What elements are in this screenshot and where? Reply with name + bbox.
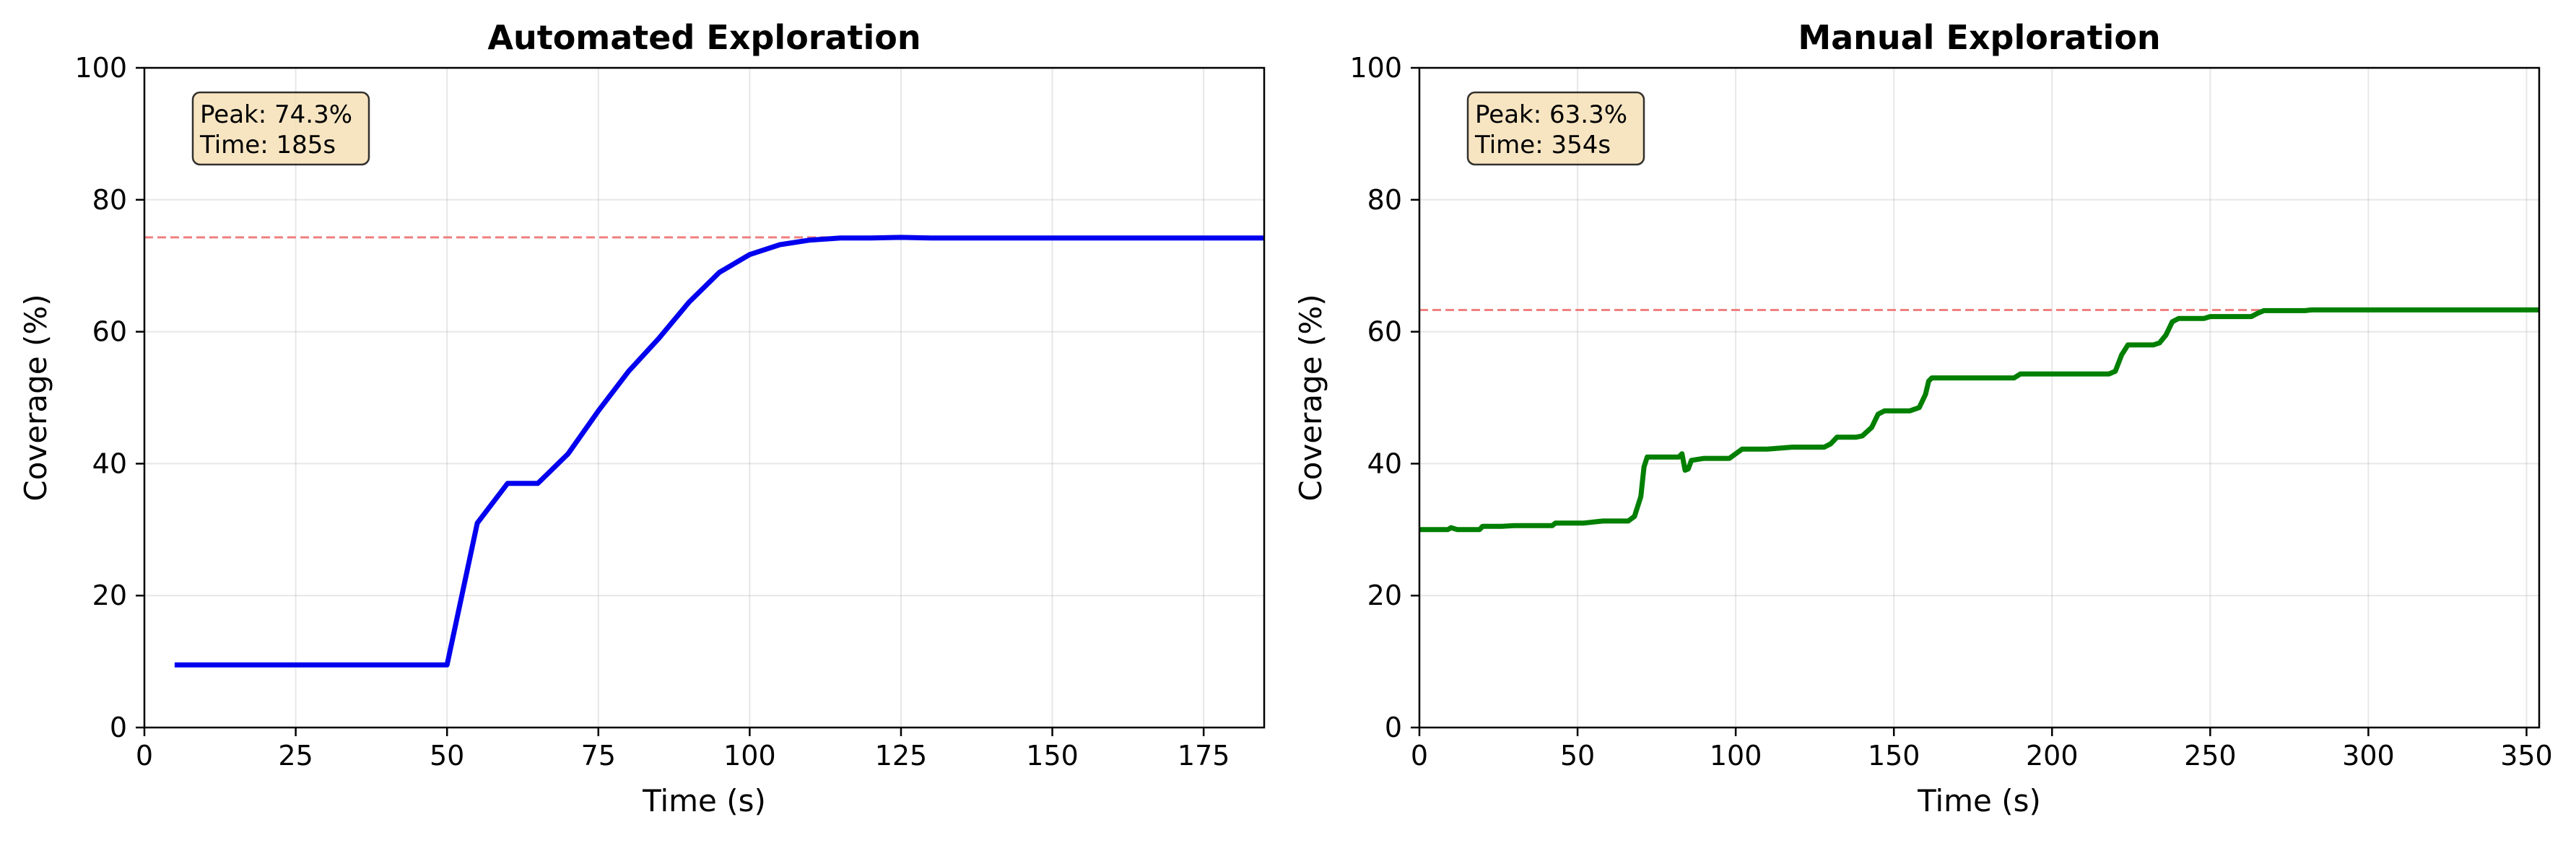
x-tick-label: 75 (581, 740, 616, 772)
y-axis-label: Coverage (%) (18, 294, 53, 501)
peak-annotation-box (1466, 91, 1645, 166)
y-tick-label: 20 (1367, 580, 1402, 611)
chart-title: Manual Exploration (1798, 18, 2160, 57)
y-tick-label: 100 (74, 52, 127, 84)
x-axis-label: Time (s) (1917, 783, 2041, 818)
x-tick-label: 150 (1868, 740, 1920, 772)
x-tick-label: 50 (1560, 740, 1595, 772)
x-tick-label: 300 (2342, 740, 2395, 772)
y-tick-label: 100 (1349, 52, 1402, 84)
chart-manual-exploration: 0 50 100 150 200 250 300 350 0 20 40 60 80 100 Manual … (1293, 18, 2553, 818)
x-tick-label: 250 (2184, 740, 2237, 772)
peak-annotation-text: Peak: 63.3% (1475, 100, 1627, 129)
y-tick-label: 20 (92, 580, 127, 611)
x-tick-label: 200 (2026, 740, 2079, 772)
chart-automated-exploration: 0 25 50 75 100 125 150 175 0 20 40 60 80 100 Automated… (18, 18, 1266, 818)
coverage-series-line (174, 235, 1264, 668)
x-tick-label: 0 (1411, 740, 1428, 772)
time-annotation-text: Time: 185s (199, 131, 336, 160)
x-tick-label: 150 (1026, 740, 1079, 772)
y-tick-label: 0 (110, 712, 127, 743)
coverage-series-line (1419, 307, 2539, 533)
y-tick-label: 40 (92, 447, 127, 479)
peak-annotation-box (191, 91, 370, 166)
x-tick-label: 100 (723, 740, 776, 772)
y-tick-label: 80 (1367, 184, 1402, 216)
x-tick-label: 0 (136, 740, 153, 772)
y-tick-label: 0 (1385, 712, 1402, 743)
x-tick-label: 50 (430, 740, 464, 772)
x-tick-label: 350 (2500, 740, 2553, 772)
y-tick-label: 40 (1367, 447, 1402, 479)
x-tick-label: 125 (875, 740, 928, 772)
y-tick-label: 60 (92, 316, 127, 348)
time-annotation-text: Time: 354s (1474, 131, 1611, 160)
peak-annotation-text: Peak: 74.3% (200, 100, 352, 129)
x-axis-label: Time (s) (642, 783, 766, 818)
plot-frame (1418, 66, 2541, 729)
y-tick-label: 60 (1367, 316, 1402, 348)
x-tick-label: 100 (1710, 740, 1762, 772)
x-tick-label: 25 (278, 740, 313, 772)
chart-title: Automated Exploration (487, 18, 921, 57)
plot-frame (143, 66, 1266, 729)
x-tick-label: 175 (1178, 740, 1230, 772)
y-tick-label: 80 (92, 184, 127, 216)
y-axis-label: Coverage (%) (1293, 294, 1328, 501)
